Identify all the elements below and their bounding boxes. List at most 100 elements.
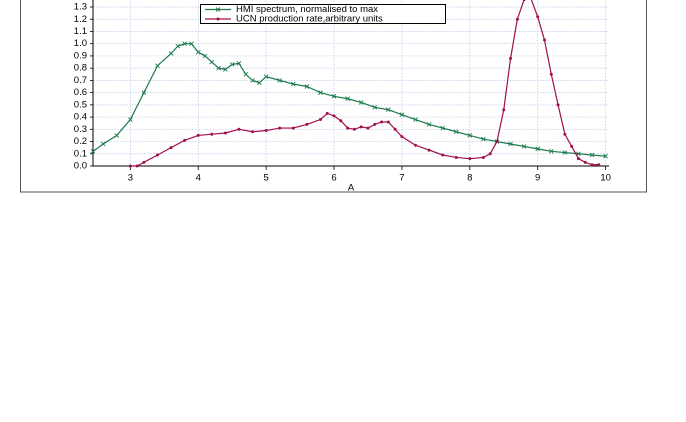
marker	[155, 63, 160, 69]
marker	[90, 149, 96, 154]
y-tick-label: 0.4	[74, 112, 87, 123]
marker	[589, 152, 595, 158]
marker	[400, 135, 404, 139]
marker	[169, 146, 173, 150]
y-tick-label: 1.1	[74, 26, 87, 37]
legend-box	[200, 4, 446, 24]
marker	[346, 126, 350, 130]
x-tick-label: 9	[535, 173, 540, 184]
marker	[168, 51, 174, 56]
y-tick-label: 1.2	[74, 14, 87, 25]
marker	[128, 164, 132, 168]
marker	[100, 141, 106, 147]
y-tick-label: 0.8	[74, 63, 87, 74]
marker	[141, 90, 147, 95]
marker	[372, 104, 378, 110]
x-tick-label: 8	[467, 173, 472, 184]
marker	[603, 153, 608, 159]
x-tick-label: 3	[128, 173, 133, 184]
y-tick-label: 0.7	[74, 75, 87, 86]
marker	[393, 127, 397, 131]
marker	[590, 163, 594, 167]
marker	[318, 90, 323, 95]
marker	[215, 7, 221, 12]
x-axis-label: A	[348, 183, 355, 194]
y-tick-label: 0.3	[74, 124, 87, 135]
series-line	[92, 43, 606, 157]
y-tick-label: 0.5	[74, 99, 87, 110]
marker	[257, 80, 262, 86]
marker	[223, 67, 228, 72]
y-tick-label: 0.1	[74, 148, 87, 159]
y-tick-label: 1.0	[74, 38, 87, 49]
y-tick-label: 0.6	[74, 87, 87, 98]
marker	[535, 146, 541, 152]
x-tick-label: 4	[196, 173, 201, 184]
x-tick-label: 5	[263, 173, 268, 184]
marker	[339, 119, 343, 123]
marker	[548, 149, 554, 154]
marker	[386, 107, 391, 113]
marker	[243, 71, 249, 77]
y-tick-label: 0.2	[74, 136, 87, 147]
marker	[352, 127, 356, 131]
marker	[114, 133, 120, 138]
marker	[156, 153, 159, 157]
marker	[210, 132, 214, 136]
marker	[515, 17, 519, 21]
marker	[216, 17, 220, 21]
marker	[358, 100, 364, 105]
marker	[399, 112, 405, 117]
marker	[318, 118, 322, 122]
marker	[583, 160, 587, 164]
x-tick-label: 7	[399, 173, 404, 184]
marker	[236, 60, 242, 66]
marker	[331, 93, 337, 99]
marker	[263, 74, 269, 80]
marker	[196, 133, 200, 137]
marker	[229, 62, 235, 67]
marker	[453, 129, 459, 135]
marker	[481, 136, 486, 142]
marker	[563, 132, 567, 136]
marker	[549, 72, 553, 76]
marker	[223, 131, 227, 135]
marker	[290, 81, 296, 87]
marker	[366, 126, 370, 130]
marker	[380, 120, 384, 124]
marker	[209, 59, 215, 65]
marker	[189, 41, 194, 47]
marker	[195, 49, 201, 55]
marker	[291, 126, 295, 130]
marker	[135, 164, 139, 168]
marker	[278, 126, 282, 130]
marker	[202, 53, 208, 59]
marker	[454, 155, 458, 159]
legend-label: HMI spectrum, normalised to max	[236, 4, 378, 15]
marker	[413, 117, 418, 122]
marker	[216, 65, 221, 71]
marker	[522, 0, 526, 2]
marker	[440, 125, 445, 131]
marker	[251, 130, 255, 134]
marker	[597, 163, 601, 167]
y-tick-label: 1.3	[74, 2, 87, 13]
marker	[264, 129, 268, 133]
marker	[373, 122, 377, 126]
marker	[562, 150, 568, 155]
marker	[237, 127, 241, 131]
y-tick-label: 0.9	[74, 50, 87, 61]
marker	[325, 111, 329, 115]
marker	[536, 15, 540, 19]
x-tick-label: 10	[600, 173, 611, 184]
marker	[332, 114, 336, 118]
marker	[277, 78, 283, 83]
marker	[175, 43, 181, 49]
marker	[414, 143, 417, 147]
marker	[468, 157, 472, 161]
marker	[495, 140, 499, 144]
y-tick-label: 0.0	[74, 161, 87, 172]
marker	[142, 160, 146, 164]
